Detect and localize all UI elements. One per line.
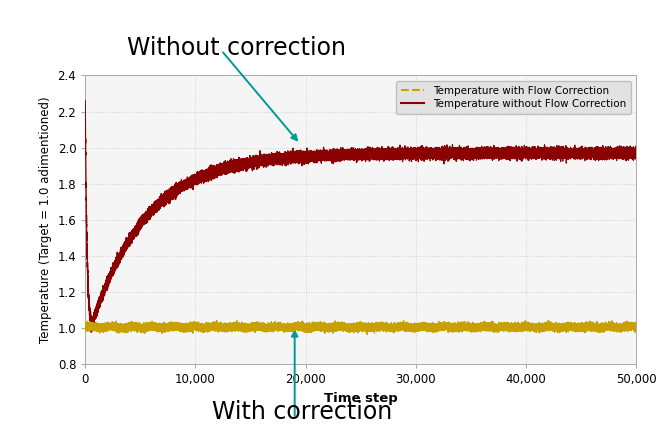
Y-axis label: Temperature (Target = 1.0 adimentioned): Temperature (Target = 1.0 adimentioned)	[39, 96, 52, 343]
X-axis label: Time step: Time step	[324, 392, 398, 404]
Legend: Temperature with Flow Correction, Temperature without Flow Correction: Temperature with Flow Correction, Temper…	[396, 81, 631, 114]
Text: Without correction: Without correction	[127, 36, 346, 59]
Text: With correction: With correction	[212, 400, 392, 424]
